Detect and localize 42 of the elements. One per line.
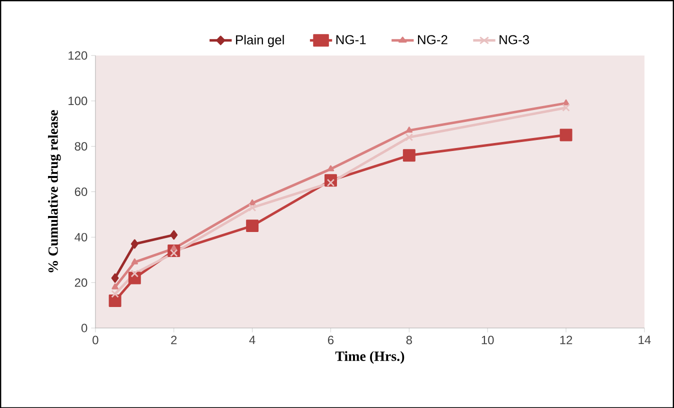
y-tick-label: 0: [81, 324, 88, 332]
legend-label: NG-2: [418, 34, 448, 44]
point: [406, 126, 412, 132]
point: [327, 165, 334, 172]
point: [562, 104, 570, 112]
point: [108, 294, 122, 307]
point: [246, 219, 259, 232]
point: [560, 128, 572, 141]
x-tick-label: 2: [171, 336, 177, 344]
x-tick-label: 6: [328, 336, 334, 344]
legend-label: Plain gel: [236, 34, 284, 47]
x-tick-label: 8: [406, 336, 412, 344]
point: [131, 258, 138, 264]
y-tick-label: 60: [74, 187, 88, 196]
y-axis-title: % Cumulative drug release: [48, 110, 61, 272]
y-tick-label: 120: [68, 51, 88, 60]
point: [170, 248, 178, 257]
x-tick-label: 12: [560, 336, 572, 344]
point: [170, 230, 178, 240]
point: [248, 203, 256, 212]
y-tick-label: 40: [74, 232, 88, 242]
x-tick-label: 14: [638, 336, 651, 344]
point: [112, 283, 118, 290]
legend-label: NG-3: [500, 34, 529, 44]
point: [111, 290, 119, 298]
x-tick-label: 4: [249, 336, 256, 344]
x-tick-label: 10: [482, 336, 494, 344]
y-tick-label: 80: [74, 142, 88, 150]
x-axis-title: Time (Hrs.): [335, 350, 404, 364]
point: [562, 99, 570, 106]
y-tick-label: 100: [68, 96, 88, 105]
point: [170, 244, 178, 251]
point: [326, 178, 335, 186]
point: [130, 239, 138, 248]
x-tick-label: 0: [92, 336, 98, 344]
y-tick-label: 20: [74, 278, 88, 287]
point: [248, 199, 256, 206]
point: [130, 269, 139, 278]
point: [405, 133, 414, 141]
point: [111, 273, 119, 283]
point: [402, 148, 416, 162]
legend-label: NG-1: [336, 34, 366, 44]
